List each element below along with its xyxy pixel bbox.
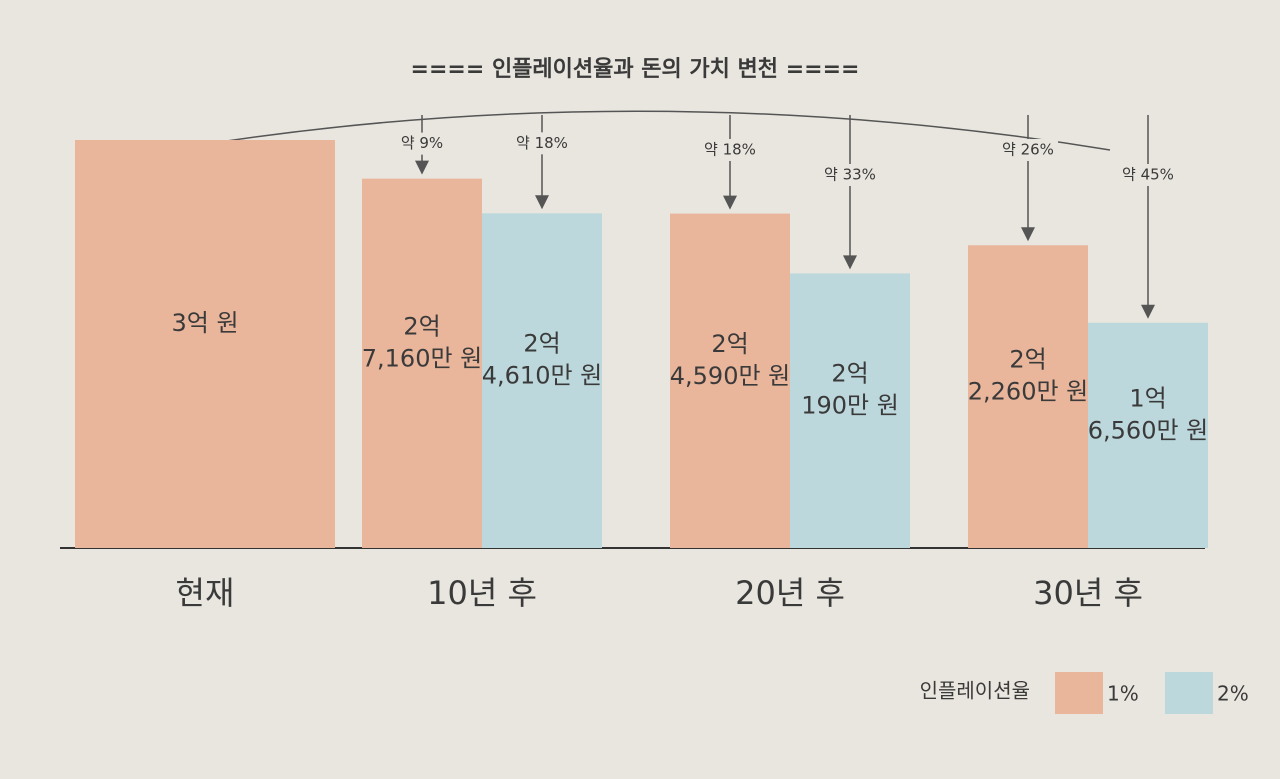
value-label: 2억 4,590만 원: [670, 330, 791, 390]
annotation-bg: [392, 132, 452, 155]
annotation: 약 9%: [401, 134, 443, 152]
bar: [670, 213, 790, 549]
x-tick-label: 현재: [176, 574, 235, 612]
annotation-bg: [820, 164, 880, 186]
arrow-head: [1021, 227, 1035, 242]
x-tick-label: 30년 후: [1033, 574, 1143, 612]
annotation: 약 18%: [516, 134, 568, 152]
bar: [790, 273, 910, 548]
value-label: 3억 원: [171, 309, 238, 337]
annotation: 약 26%: [1002, 141, 1054, 159]
x-tick-label: 20년 후: [735, 574, 845, 612]
arrow-head: [415, 160, 429, 175]
chart-title: ==== 인플레이션율과 돈의 가치 변천 ====: [411, 57, 860, 82]
bar: [1088, 322, 1208, 548]
legend-label: 1%: [1107, 682, 1139, 706]
annotation-bg: [998, 139, 1058, 161]
arrow-head: [535, 195, 549, 210]
arrow-head: [843, 255, 857, 270]
bar: [75, 140, 335, 548]
legend-label: 2%: [1217, 682, 1249, 706]
value-label: 1억 6,560만 원: [1088, 384, 1209, 444]
bar: [362, 178, 482, 548]
annotation-bg: [1118, 164, 1178, 186]
value-label: 2억 2,260만 원: [968, 346, 1089, 406]
value-label: 2억 4,610만 원: [482, 330, 603, 390]
legend-swatch: [1165, 672, 1213, 714]
annotation-bg: [700, 139, 760, 161]
annotation-bg: [512, 132, 572, 155]
x-tick-label: 10년 후: [427, 574, 537, 612]
annotation: 약 33%: [824, 166, 876, 184]
arrow-head: [1141, 304, 1155, 319]
decor-arc: [139, 110, 1111, 156]
legend-title: 인플레이션율: [920, 679, 1030, 703]
bar: [482, 213, 602, 548]
annotation: 약 18%: [704, 141, 756, 159]
legend-swatch: [1055, 672, 1103, 714]
annotation: 약 45%: [1122, 166, 1174, 184]
value-label: 2억 190만 원: [801, 360, 899, 420]
bar: [968, 245, 1088, 548]
arrow-head: [723, 195, 737, 210]
value-label: 2억 7,160만 원: [362, 312, 483, 372]
